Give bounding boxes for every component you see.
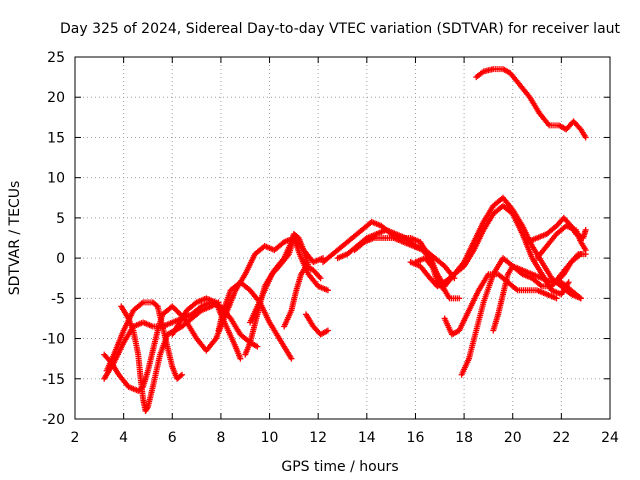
chart-title: Day 325 of 2024, Sidereal Day-to-day VTE… (60, 21, 621, 37)
x-tick-label: 2 (71, 430, 80, 446)
series-s9 (281, 263, 324, 330)
y-tick-label: 10 (47, 171, 65, 187)
x-tick-label: 12 (309, 430, 327, 446)
y-tick-label: -15 (42, 372, 65, 388)
data-point (565, 279, 572, 286)
series-s13 (351, 235, 463, 302)
data-point (574, 252, 581, 259)
data-point (456, 295, 463, 302)
x-tick-label: 10 (261, 430, 279, 446)
x-tick-label: 24 (601, 430, 619, 446)
data-point (288, 355, 295, 362)
data-point (254, 343, 261, 350)
data-point (582, 226, 589, 233)
x-tick-label: 16 (407, 430, 425, 446)
x-tick-label: 6 (168, 430, 177, 446)
data-point (582, 251, 589, 258)
data-point (324, 327, 331, 334)
data-point (317, 275, 324, 282)
data-point (553, 295, 560, 302)
x-tick-label: 20 (504, 430, 522, 446)
series-s22 (473, 66, 589, 141)
y-tick-label: -5 (51, 291, 65, 307)
y-tick-label: -10 (42, 332, 65, 348)
series-s5 (169, 295, 244, 362)
x-tick-label: 8 (216, 430, 225, 446)
data-series (101, 66, 589, 414)
y-tick-label: 5 (56, 211, 65, 227)
y-tick-label: 20 (47, 90, 65, 106)
data-point (316, 273, 323, 280)
x-tick-label: 4 (119, 430, 128, 446)
series-s21 (553, 251, 589, 286)
x-tick-label: 22 (552, 430, 570, 446)
x-tick-label: 18 (455, 430, 473, 446)
data-point (577, 295, 584, 302)
axis-ticks: 2 4 6 8 10 12 14 16 18 20 22 24-20-15-10-5051015202… (42, 50, 619, 446)
data-point (144, 405, 151, 412)
series-s10 (303, 311, 331, 338)
y-tick-label: 0 (56, 251, 65, 267)
y-axis-label: SDTVAR / TECUs (7, 181, 23, 296)
data-point (237, 355, 244, 362)
y-tick-label: 15 (47, 130, 65, 146)
data-point (582, 134, 589, 141)
y-tick-label: 25 (47, 50, 65, 66)
series-s16 (441, 271, 560, 338)
series-s19 (524, 214, 589, 246)
plot-frame (74, 56, 611, 420)
data-point (324, 287, 331, 294)
data-point (179, 371, 185, 378)
data-point (177, 372, 184, 379)
series-s18 (490, 263, 584, 334)
x-tick-label: 14 (358, 430, 376, 446)
x-axis-label: GPS time / hours (281, 459, 398, 475)
y-tick-label: -20 (42, 412, 65, 428)
